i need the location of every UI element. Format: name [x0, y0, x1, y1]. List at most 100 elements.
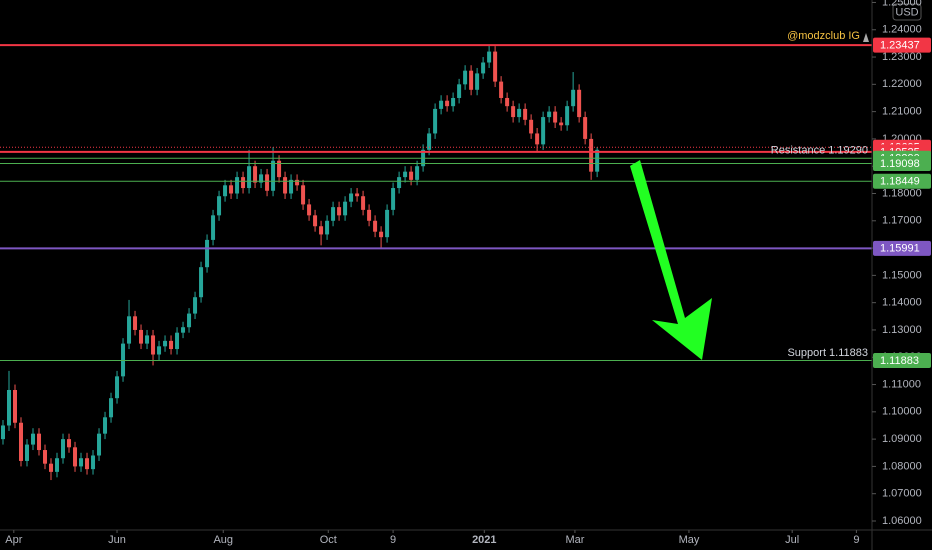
candle-body	[577, 89, 582, 118]
y-tick-label: 1.21000	[882, 106, 922, 118]
candle-body	[247, 166, 252, 189]
candle-body	[157, 346, 162, 355]
candle-body	[373, 220, 378, 232]
candle-body	[553, 111, 558, 123]
x-tick-label: Jul	[785, 534, 799, 546]
candle-body	[55, 458, 60, 472]
candle-body	[463, 70, 468, 85]
candle-body	[337, 207, 342, 216]
x-tick-label: Aug	[213, 534, 233, 546]
candle-body	[583, 117, 588, 139]
candle-body	[115, 376, 120, 399]
price-tag	[873, 156, 931, 172]
candle-body	[241, 177, 246, 189]
price-tag-label: 1.15991	[880, 243, 920, 255]
candle-body	[343, 201, 348, 216]
candle-body	[277, 160, 282, 178]
candle-body	[295, 179, 300, 186]
candle-body	[151, 335, 156, 355]
candle-body	[223, 185, 228, 197]
candle-body	[193, 297, 198, 314]
x-tick-label: Oct	[320, 534, 337, 546]
plot-area	[0, 44, 872, 481]
candle-body	[379, 231, 384, 238]
y-tick-label: 1.15000	[882, 269, 922, 281]
candle-body	[505, 97, 510, 107]
y-tick-label: 1.17000	[882, 215, 922, 227]
candle-body	[433, 108, 438, 134]
candle-body	[535, 133, 540, 145]
y-tick-label: 1.23000	[882, 51, 922, 63]
candle-body	[499, 81, 504, 98]
candle-body	[199, 267, 204, 298]
y-tick-label: 1.08000	[882, 460, 922, 472]
candle-body	[541, 117, 546, 145]
candle-body	[385, 209, 390, 238]
candle-body	[85, 458, 90, 470]
candle-body	[229, 185, 234, 194]
x-tick-label: Apr	[5, 534, 22, 546]
candle-body	[73, 447, 78, 467]
candle-body	[595, 149, 600, 172]
y-tick-label: 1.10000	[882, 406, 922, 418]
candle-body	[79, 458, 84, 467]
x-tick-label: 9	[853, 534, 859, 546]
candle-body	[31, 433, 36, 445]
candle-body	[235, 177, 240, 194]
candle-body	[25, 444, 30, 461]
candle-body	[217, 196, 222, 216]
price-tag-label: 1.19098	[880, 158, 920, 170]
candle-body	[97, 433, 102, 456]
candle-body	[283, 177, 288, 194]
y-tick-label: 1.25000	[882, 0, 922, 8]
watermark-icon	[863, 33, 869, 42]
watermark: @modzclub IG	[787, 30, 860, 42]
y-tick-label: 1.11000	[882, 378, 921, 390]
candle-body	[427, 133, 432, 150]
down-arrow	[630, 160, 712, 360]
candle-body	[181, 327, 186, 333]
annotation: Support 1.11883	[787, 347, 868, 359]
candle-body	[109, 398, 114, 418]
currency-box	[892, 3, 922, 21]
candle-body	[271, 160, 276, 191]
candle-body	[43, 450, 48, 464]
candle-body	[265, 174, 270, 191]
candle-body	[559, 122, 564, 126]
candle-body	[205, 239, 210, 268]
x-tick-label: 2021	[472, 534, 496, 546]
candle-body	[259, 174, 264, 183]
currency: USD	[895, 6, 918, 18]
candle-body	[139, 329, 144, 344]
candle-body	[133, 316, 138, 330]
candle-body	[187, 313, 192, 328]
x-tick-label: May	[679, 534, 700, 546]
y-tick-label: 1.24000	[882, 24, 922, 36]
candle-body	[37, 433, 42, 451]
candle-body	[409, 171, 414, 180]
y-tick-label: 1.14000	[882, 297, 922, 309]
candle-body	[331, 207, 336, 221]
candle-body	[367, 209, 372, 221]
candle-body	[175, 332, 180, 350]
candle-body	[349, 193, 354, 202]
price-tag	[873, 352, 931, 368]
candle-body	[13, 389, 18, 423]
candle-body	[487, 51, 492, 63]
x-tick-label: Mar	[565, 534, 584, 546]
candle-body	[523, 108, 528, 120]
candle-body	[61, 439, 66, 459]
price-tag-label: 1.23437	[880, 40, 920, 52]
candle-body	[403, 171, 408, 178]
y-tick-label: 1.06000	[882, 515, 922, 527]
price-tag	[873, 240, 931, 256]
y-tick-label: 1.07000	[882, 488, 922, 500]
axis-layer: 1.250001.240001.230001.220001.210001.200…	[5, 0, 931, 546]
candle-body	[307, 204, 312, 216]
candle-body	[49, 463, 54, 472]
candle-body	[589, 138, 594, 172]
candle-body	[211, 215, 216, 240]
candle-body	[481, 62, 486, 74]
candle-body	[67, 439, 72, 448]
